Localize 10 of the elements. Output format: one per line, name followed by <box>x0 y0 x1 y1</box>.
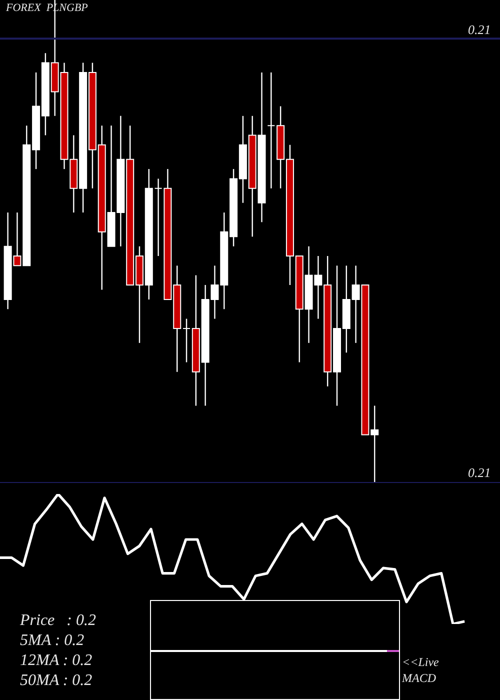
text: 5MA : 0.2 <box>20 632 84 650</box>
text: 50MA : 0.2 <box>20 672 92 690</box>
annotation: Price : 0.2 <box>20 612 96 630</box>
candlestick <box>182 318 191 363</box>
text: 0.21 <box>468 465 491 481</box>
text: 0.21 <box>468 22 491 38</box>
text: MACD <box>402 671 436 686</box>
text: 12MA : 0.2 <box>20 652 92 670</box>
text: <<Live <box>402 655 439 670</box>
candlestick <box>267 72 276 189</box>
